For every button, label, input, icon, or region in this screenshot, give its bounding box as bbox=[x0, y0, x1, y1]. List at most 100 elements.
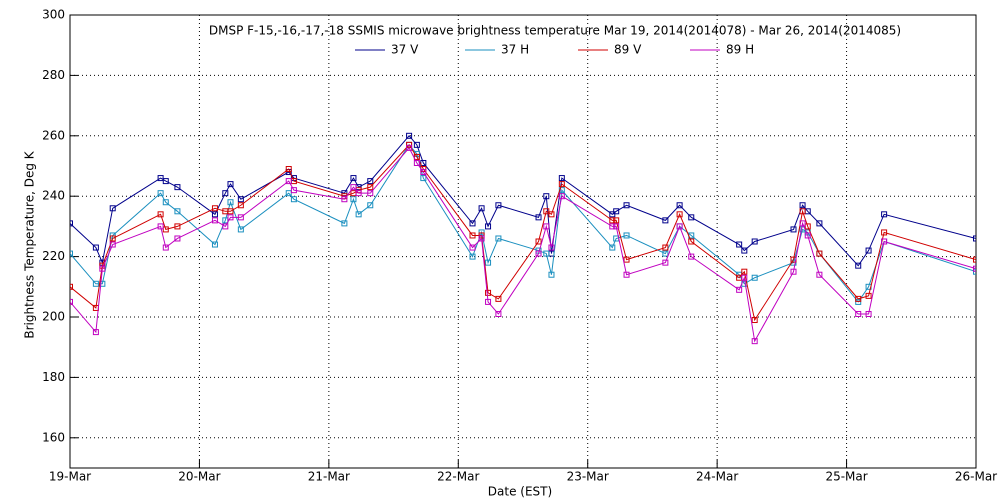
y-tick-label: 160 bbox=[42, 430, 65, 444]
data-point bbox=[227, 208, 234, 215]
data-point bbox=[109, 241, 116, 248]
data-point bbox=[609, 217, 616, 224]
data-point bbox=[469, 244, 476, 251]
data-point bbox=[341, 196, 348, 203]
data-point bbox=[355, 190, 362, 197]
data-point bbox=[227, 199, 234, 206]
data-point bbox=[413, 153, 420, 160]
data-point bbox=[816, 220, 823, 227]
legend-label: 37 H bbox=[501, 43, 529, 57]
data-point bbox=[816, 250, 823, 257]
data-point bbox=[855, 262, 862, 269]
data-point bbox=[157, 211, 164, 218]
data-point bbox=[816, 271, 823, 278]
data-point bbox=[350, 196, 357, 203]
data-point bbox=[548, 271, 555, 278]
data-point bbox=[211, 211, 218, 218]
data-point bbox=[973, 256, 976, 263]
data-point bbox=[623, 232, 630, 239]
data-point bbox=[865, 310, 872, 317]
data-point bbox=[558, 193, 565, 200]
data-point bbox=[367, 202, 374, 209]
data-point bbox=[688, 253, 695, 260]
legend-label: 37 V bbox=[391, 43, 419, 57]
data-point bbox=[881, 238, 888, 245]
data-point bbox=[751, 238, 758, 245]
data-point bbox=[741, 247, 748, 254]
data-point bbox=[420, 169, 427, 176]
data-point bbox=[109, 235, 116, 242]
data-point bbox=[227, 181, 234, 188]
x-tick-label: 25-Mar bbox=[825, 470, 867, 484]
data-point bbox=[237, 214, 244, 221]
data-point bbox=[609, 244, 616, 251]
data-point bbox=[662, 250, 669, 257]
data-point bbox=[162, 178, 169, 185]
data-point bbox=[222, 217, 229, 224]
data-point bbox=[799, 220, 806, 227]
data-point bbox=[623, 202, 630, 209]
y-axis-label: Brightness Temperature, Deg K bbox=[23, 150, 37, 338]
data-point bbox=[662, 259, 669, 266]
data-point bbox=[543, 208, 550, 215]
data-point bbox=[285, 190, 292, 197]
x-tick-label: 20-Mar bbox=[178, 470, 220, 484]
data-point bbox=[92, 329, 99, 336]
data-point bbox=[70, 283, 73, 290]
x-axis-label: Date (EST) bbox=[488, 485, 552, 499]
data-point bbox=[109, 205, 116, 212]
data-point bbox=[478, 205, 485, 212]
data-point bbox=[174, 208, 181, 215]
data-point bbox=[485, 259, 492, 266]
data-point bbox=[485, 223, 492, 230]
data-point bbox=[662, 244, 669, 251]
data-point bbox=[92, 244, 99, 251]
data-point bbox=[70, 220, 73, 227]
data-point bbox=[741, 274, 748, 281]
data-point bbox=[495, 310, 502, 317]
data-point bbox=[865, 247, 872, 254]
series-line bbox=[70, 144, 976, 322]
data-point bbox=[420, 175, 427, 182]
data-point bbox=[157, 223, 164, 230]
data-point bbox=[174, 184, 181, 191]
data-point bbox=[99, 265, 106, 272]
data-point bbox=[609, 211, 616, 218]
x-tick-label: 22-Mar bbox=[437, 470, 479, 484]
data-point bbox=[751, 338, 758, 345]
data-point bbox=[227, 214, 234, 221]
data-point bbox=[285, 166, 292, 173]
data-point bbox=[211, 241, 218, 248]
y-tick-label: 280 bbox=[42, 68, 65, 82]
data-point bbox=[478, 229, 485, 236]
data-point bbox=[543, 193, 550, 200]
data-point bbox=[751, 274, 758, 281]
data-point bbox=[222, 223, 229, 230]
data-point bbox=[469, 220, 476, 227]
data-point bbox=[70, 298, 73, 305]
data-point bbox=[70, 250, 73, 257]
data-point bbox=[367, 184, 374, 191]
data-point bbox=[285, 178, 292, 185]
data-point bbox=[485, 289, 492, 296]
x-tick-label: 23-Mar bbox=[567, 470, 609, 484]
data-point bbox=[290, 196, 297, 203]
data-point bbox=[495, 235, 502, 242]
data-point bbox=[350, 175, 357, 182]
data-point bbox=[413, 141, 420, 148]
data-point bbox=[237, 226, 244, 233]
data-point bbox=[736, 286, 743, 293]
y-tick-label: 200 bbox=[42, 310, 65, 324]
data-point bbox=[973, 268, 976, 275]
data-point bbox=[162, 226, 169, 233]
data-point bbox=[211, 205, 218, 212]
data-point bbox=[406, 132, 413, 139]
data-point bbox=[469, 253, 476, 260]
series-line bbox=[70, 135, 976, 267]
data-point bbox=[162, 244, 169, 251]
data-point bbox=[751, 317, 758, 324]
data-point bbox=[804, 223, 811, 230]
data-point bbox=[211, 217, 218, 224]
data-point bbox=[676, 223, 683, 230]
